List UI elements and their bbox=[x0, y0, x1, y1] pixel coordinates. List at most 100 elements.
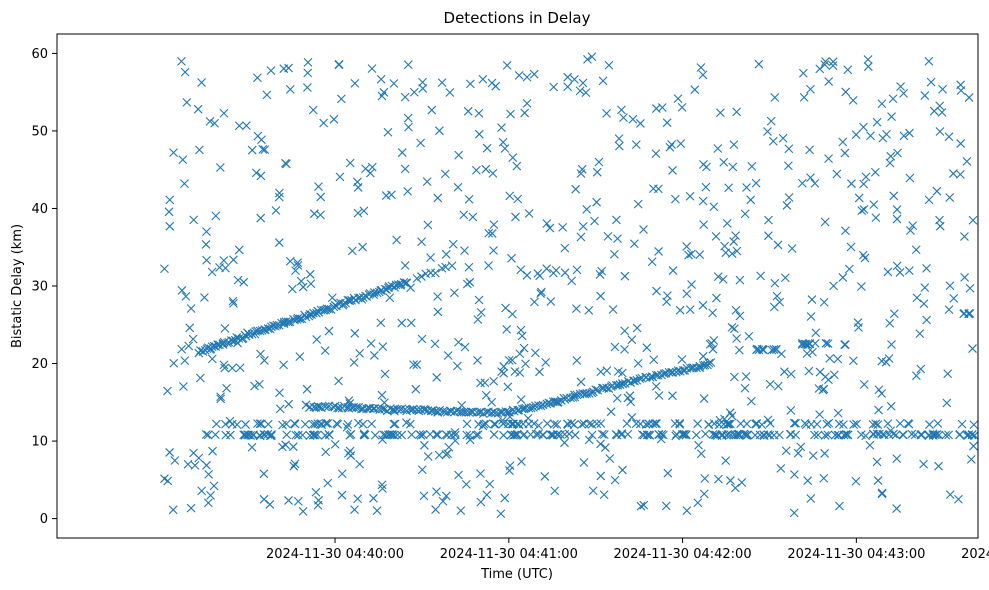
data-point bbox=[729, 140, 739, 150]
data-point bbox=[508, 309, 517, 319]
data-point bbox=[920, 283, 930, 293]
data-point bbox=[353, 494, 363, 504]
data-point bbox=[810, 430, 819, 440]
data-point bbox=[256, 213, 266, 223]
data-point bbox=[389, 79, 399, 88]
data-point bbox=[397, 318, 407, 328]
data-point bbox=[221, 263, 230, 273]
data-point bbox=[247, 329, 257, 339]
data-point bbox=[401, 278, 411, 288]
data-point bbox=[300, 419, 310, 429]
data-point bbox=[807, 295, 817, 304]
data-point bbox=[614, 134, 624, 144]
data-point bbox=[540, 472, 550, 481]
data-point bbox=[887, 112, 896, 122]
data-point bbox=[259, 469, 269, 479]
data-point bbox=[316, 192, 326, 202]
data-point bbox=[598, 76, 608, 86]
data-point bbox=[720, 241, 730, 251]
data-point bbox=[649, 355, 659, 365]
data-point bbox=[419, 440, 429, 450]
data-point bbox=[859, 205, 869, 214]
data-point bbox=[577, 164, 587, 174]
data-point bbox=[722, 419, 732, 429]
data-point bbox=[615, 380, 625, 390]
data-point bbox=[571, 184, 581, 194]
data-point bbox=[188, 334, 198, 344]
data-point bbox=[165, 221, 175, 231]
data-point bbox=[747, 161, 757, 171]
data-point bbox=[576, 232, 586, 242]
data-point bbox=[195, 145, 204, 155]
data-point bbox=[578, 388, 588, 398]
data-point bbox=[797, 340, 807, 349]
data-point bbox=[873, 476, 883, 485]
data-point bbox=[219, 360, 229, 370]
data-point bbox=[579, 458, 589, 467]
data-point bbox=[620, 271, 630, 281]
data-point bbox=[309, 430, 319, 440]
data-point bbox=[499, 430, 508, 440]
data-point bbox=[657, 429, 667, 439]
data-point bbox=[708, 344, 718, 354]
x-tick-label: 2024-11-30 04:44:00 bbox=[961, 547, 989, 562]
data-point bbox=[639, 430, 649, 440]
data-point bbox=[865, 440, 875, 450]
data-point bbox=[305, 269, 315, 279]
data-point bbox=[227, 419, 237, 429]
data-point bbox=[892, 261, 902, 271]
data-point bbox=[275, 404, 285, 414]
data-point bbox=[804, 366, 814, 376]
data-point bbox=[856, 430, 866, 440]
data-point bbox=[789, 508, 799, 518]
data-point bbox=[244, 430, 253, 440]
data-point bbox=[754, 59, 764, 69]
data-point bbox=[256, 419, 266, 429]
data-point bbox=[474, 295, 484, 305]
data-point bbox=[623, 429, 633, 439]
data-point bbox=[612, 393, 622, 403]
data-point bbox=[579, 419, 589, 428]
y-tick-label: 0 bbox=[40, 512, 48, 527]
data-point bbox=[476, 378, 485, 388]
data-point bbox=[497, 123, 506, 133]
data-point bbox=[461, 480, 471, 489]
data-point bbox=[434, 450, 444, 460]
data-point bbox=[227, 363, 237, 373]
data-point bbox=[514, 70, 524, 80]
data-point bbox=[968, 344, 977, 353]
data-point bbox=[800, 339, 810, 349]
data-point bbox=[681, 430, 691, 439]
data-point bbox=[919, 299, 929, 309]
data-point bbox=[359, 430, 369, 440]
data-point bbox=[487, 229, 497, 238]
data-point bbox=[376, 74, 386, 84]
data-point bbox=[872, 457, 882, 467]
data-point bbox=[596, 471, 606, 481]
data-point bbox=[847, 179, 856, 189]
data-point bbox=[659, 369, 669, 379]
data-point bbox=[323, 419, 333, 428]
data-point bbox=[489, 246, 498, 255]
data-point bbox=[406, 318, 416, 328]
data-point bbox=[380, 284, 390, 294]
data-point bbox=[587, 430, 597, 440]
data-point bbox=[668, 266, 678, 275]
data-point bbox=[962, 431, 972, 440]
data-point bbox=[412, 405, 422, 415]
data-point bbox=[163, 476, 173, 486]
data-point bbox=[906, 226, 915, 235]
data-point bbox=[587, 52, 597, 62]
data-point bbox=[278, 420, 287, 430]
data-point bbox=[779, 367, 789, 377]
data-point bbox=[602, 109, 611, 118]
data-point bbox=[857, 206, 867, 216]
y-tick-label: 60 bbox=[31, 47, 48, 62]
data-point bbox=[896, 82, 906, 91]
data-point bbox=[319, 118, 329, 128]
data-point bbox=[597, 429, 607, 439]
data-point bbox=[727, 322, 737, 332]
data-point bbox=[706, 358, 716, 367]
data-point bbox=[379, 87, 389, 97]
data-point bbox=[400, 92, 410, 102]
